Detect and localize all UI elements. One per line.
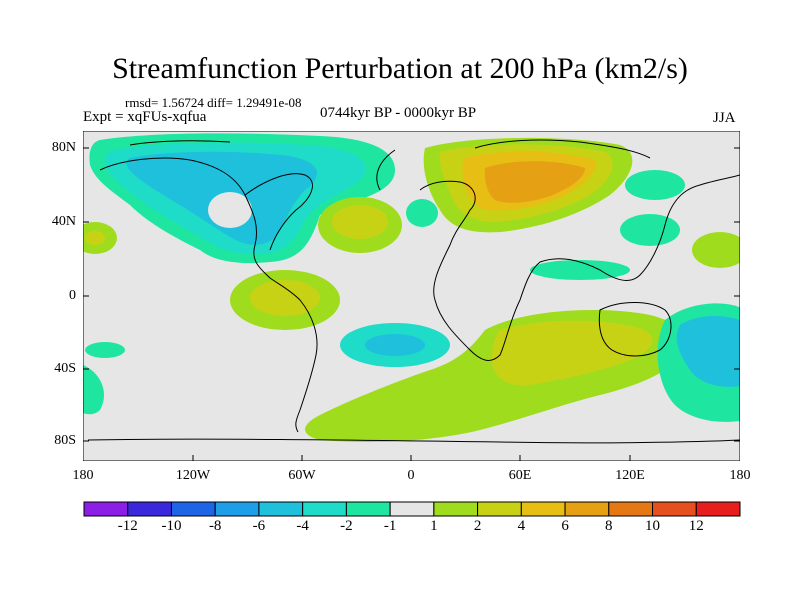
pos-region-eurasia-4 (484, 161, 585, 203)
lat-label-40s: 40S (54, 361, 76, 376)
colorbar-swatch (345, 501, 391, 517)
lat-label-80s: 80S (54, 433, 76, 448)
axis-ticks (83, 147, 740, 461)
lon-label-60e: 60E (508, 468, 532, 483)
colorbar-swatch (170, 501, 216, 517)
neg-blob-north-atlantic (406, 199, 438, 227)
colorbar-label: -12 (117, 518, 138, 534)
pos-blob-asia-north (625, 170, 685, 200)
colorbar-swatch (608, 501, 654, 517)
colorbar-label: -2 (340, 518, 353, 534)
pos-blob-tropical-2 (250, 280, 320, 316)
pos-blob-west-2 (85, 231, 105, 245)
neg-blob-asia-east (620, 214, 680, 246)
rmsd-stats: rmsd= 1.56724 diff= 1.29491e-08 (125, 95, 302, 110)
colorbar-swatch (302, 501, 347, 517)
lon-label-180w: 180 (72, 468, 94, 483)
colorbar-label: -6 (252, 518, 266, 534)
neg-blob-india (530, 260, 630, 280)
coastlines (87, 139, 740, 444)
colorbar-swatch (258, 501, 304, 517)
colorbar-label: 1 (430, 518, 438, 534)
colorbar-swatch (520, 501, 566, 517)
plot-title: Streamfunction Perturbation at 200 hPa (… (112, 52, 688, 85)
colorbar-swatch (127, 501, 172, 517)
colorbar-label: 2 (473, 518, 482, 534)
neg-region-australia-2 (676, 316, 740, 387)
colorbar-swatch (477, 501, 522, 517)
colorbar-label: 4 (517, 518, 526, 534)
experiment-label: Expt = xqFUs-xqfua (83, 109, 207, 125)
colorbar-label: 8 (605, 518, 613, 534)
period-label: 0744kyr BP - 0000kyr BP (320, 105, 477, 121)
colorbar-swatch (564, 501, 610, 517)
pos-blob-east (692, 232, 740, 268)
colorbar-label: -10 (161, 518, 182, 534)
gray-hole-canada (208, 192, 252, 228)
colorbar-label: 6 (561, 518, 569, 534)
pos-blob-atlantic-north-2 (332, 205, 388, 239)
neg-blob-pacific-south (85, 342, 125, 358)
lon-label-0: 0 (407, 468, 415, 483)
colorbar-label: 10 (645, 518, 661, 534)
lat-label-0: 0 (69, 288, 76, 303)
colorbar-swatch (652, 501, 697, 517)
season-label: JJA (713, 110, 736, 126)
lon-label-180e: 180 (729, 468, 751, 483)
colorbar-label: -4 (296, 518, 309, 534)
lat-label-40n: 40N (51, 214, 76, 229)
pos-region-south-band-2 (491, 320, 653, 386)
colorbar-label: -1 (383, 518, 397, 534)
colorbar-swatch (389, 501, 435, 517)
colorbar-label: 12 (688, 518, 704, 534)
lon-label-60w: 60W (288, 468, 316, 483)
colorbar-swatch (83, 501, 129, 517)
neg-region-south-pacific (83, 365, 104, 415)
colorbar-label: -8 (208, 518, 222, 534)
colorbar-swatch (433, 501, 479, 517)
neg-blob-atlantic-south-core (365, 334, 425, 356)
lon-label-120w: 120W (175, 468, 211, 483)
colorbar-swatch (695, 501, 741, 517)
lat-label-80n: 80N (51, 140, 76, 155)
colorbar-swatch (214, 501, 260, 517)
lon-label-120e: 120E (615, 468, 645, 483)
